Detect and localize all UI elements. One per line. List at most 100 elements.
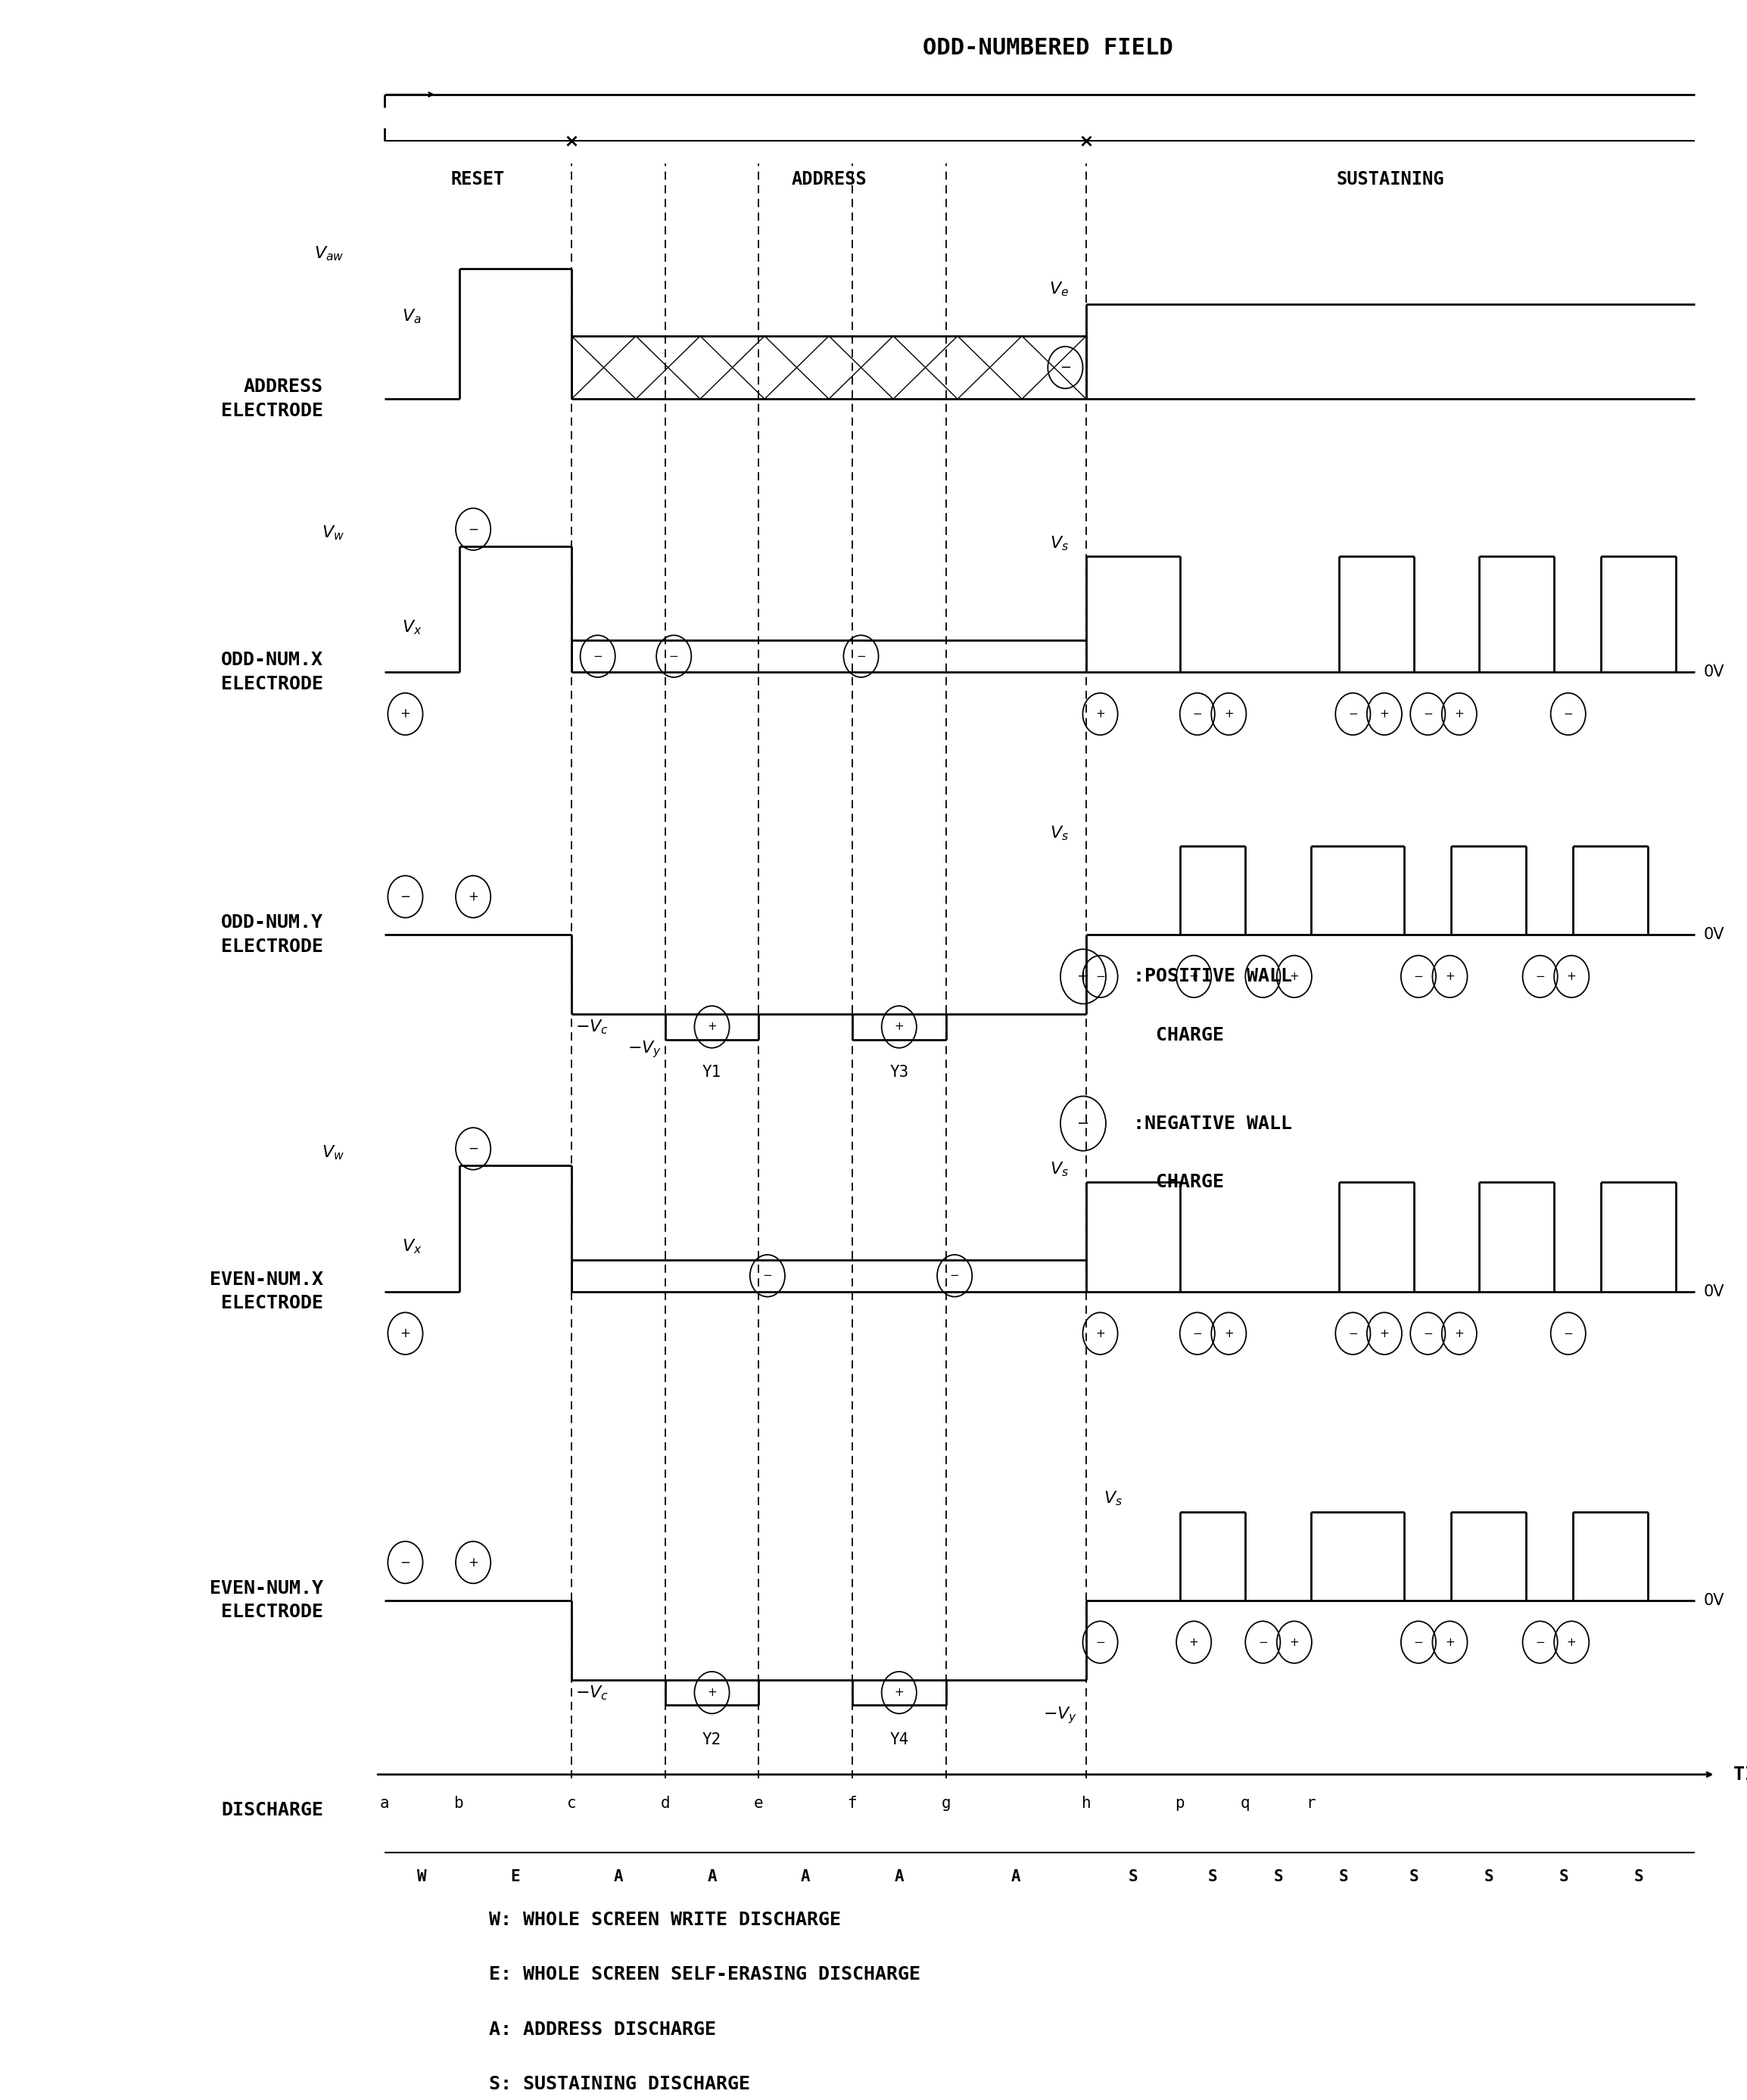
Text: −: − bbox=[1076, 1117, 1090, 1130]
Text: +: + bbox=[1567, 970, 1576, 983]
Text: $-V_c$: $-V_c$ bbox=[575, 1684, 608, 1703]
Text: −: − bbox=[1536, 1636, 1544, 1648]
Text: 0V: 0V bbox=[1703, 664, 1724, 680]
Text: −: − bbox=[1424, 708, 1433, 720]
Text: −: − bbox=[1349, 708, 1357, 720]
Text: A: A bbox=[708, 1869, 716, 1884]
Text: +: + bbox=[708, 1686, 716, 1699]
Text: E: WHOLE SCREEN SELF-ERASING DISCHARGE: E: WHOLE SCREEN SELF-ERASING DISCHARGE bbox=[489, 1966, 921, 1984]
Text: h: h bbox=[1081, 1796, 1092, 1810]
Text: DISCHARGE: DISCHARGE bbox=[222, 1802, 323, 1819]
Text: +: + bbox=[1095, 708, 1106, 720]
Text: +: + bbox=[708, 1021, 716, 1033]
Text: b: b bbox=[454, 1796, 465, 1810]
Text: −: − bbox=[1095, 970, 1106, 983]
Text: $-V_y$: $-V_y$ bbox=[1043, 1705, 1078, 1726]
Text: +: + bbox=[1190, 1636, 1198, 1648]
Text: A: A bbox=[613, 1869, 624, 1884]
Text: −: − bbox=[1413, 970, 1424, 983]
Text: Y4: Y4 bbox=[889, 1732, 908, 1747]
Text: +: + bbox=[1289, 1636, 1300, 1648]
Text: S: S bbox=[1338, 1869, 1349, 1884]
Text: :POSITIVE WALL: :POSITIVE WALL bbox=[1122, 968, 1291, 985]
Text: a: a bbox=[379, 1796, 390, 1810]
Text: −: − bbox=[1424, 1327, 1433, 1340]
Text: S: S bbox=[1633, 1869, 1644, 1884]
Text: $V_s$: $V_s$ bbox=[1050, 823, 1069, 842]
Text: $V_e$: $V_e$ bbox=[1048, 279, 1069, 298]
Text: SUSTAINING: SUSTAINING bbox=[1336, 170, 1445, 189]
Text: −: − bbox=[400, 890, 411, 903]
Text: $V_a$: $V_a$ bbox=[402, 307, 421, 326]
Text: ODD-NUM.Y
ELECTRODE: ODD-NUM.Y ELECTRODE bbox=[222, 914, 323, 956]
Text: −: − bbox=[1095, 1636, 1106, 1648]
Text: S: S bbox=[1207, 1869, 1218, 1884]
Text: −: − bbox=[1258, 1636, 1268, 1648]
Text: g: g bbox=[942, 1796, 950, 1810]
Text: −: − bbox=[1536, 970, 1544, 983]
Text: +: + bbox=[468, 1556, 479, 1569]
Text: +: + bbox=[1455, 708, 1464, 720]
Text: +: + bbox=[1225, 1327, 1233, 1340]
Text: −: − bbox=[856, 651, 867, 662]
Text: −: − bbox=[763, 1270, 772, 1281]
Text: $V_w$: $V_w$ bbox=[321, 523, 344, 542]
Text: c: c bbox=[566, 1796, 577, 1810]
Text: 0V: 0V bbox=[1703, 1592, 1724, 1609]
Text: +: + bbox=[1445, 1636, 1455, 1648]
Text: −: − bbox=[468, 1142, 479, 1155]
Text: +: + bbox=[1380, 1327, 1389, 1340]
Text: −: − bbox=[1258, 970, 1268, 983]
Text: TIME t: TIME t bbox=[1733, 1766, 1747, 1783]
Text: +: + bbox=[468, 890, 479, 903]
Text: $-V_c$: $-V_c$ bbox=[575, 1018, 608, 1037]
Text: ADDRESS: ADDRESS bbox=[791, 170, 867, 189]
Text: S: S bbox=[1558, 1869, 1569, 1884]
Text: −: − bbox=[1060, 361, 1071, 374]
Text: +: + bbox=[1076, 970, 1090, 983]
Text: Y1: Y1 bbox=[702, 1065, 722, 1079]
Text: $V_s$: $V_s$ bbox=[1050, 1159, 1069, 1178]
Text: −: − bbox=[950, 1270, 959, 1281]
Text: :NEGATIVE WALL: :NEGATIVE WALL bbox=[1122, 1115, 1291, 1132]
Text: $V_s$: $V_s$ bbox=[1050, 533, 1069, 552]
Text: e: e bbox=[755, 1796, 763, 1810]
Text: 0V: 0V bbox=[1703, 1283, 1724, 1300]
Text: S: S bbox=[1410, 1869, 1419, 1884]
Text: p: p bbox=[1176, 1796, 1184, 1810]
Text: −: − bbox=[1564, 708, 1572, 720]
Text: A: ADDRESS DISCHARGE: A: ADDRESS DISCHARGE bbox=[489, 2020, 716, 2039]
Text: ODD-NUMBERED FIELD: ODD-NUMBERED FIELD bbox=[922, 38, 1174, 59]
Text: −: − bbox=[468, 523, 479, 536]
Text: CHARGE: CHARGE bbox=[1122, 1027, 1223, 1044]
Text: +: + bbox=[1289, 970, 1300, 983]
Text: f: f bbox=[847, 1796, 858, 1810]
Text: +: + bbox=[1095, 1327, 1106, 1340]
Text: −: − bbox=[1193, 1327, 1202, 1340]
Text: A: A bbox=[894, 1869, 903, 1884]
Text: E: E bbox=[510, 1869, 521, 1884]
Text: S: S bbox=[1129, 1869, 1137, 1884]
Text: S: SUSTAINING DISCHARGE: S: SUSTAINING DISCHARGE bbox=[489, 2075, 749, 2094]
Text: −: − bbox=[669, 651, 678, 662]
Text: −: − bbox=[592, 651, 603, 662]
Text: +: + bbox=[1445, 970, 1455, 983]
Text: S: S bbox=[1274, 1869, 1282, 1884]
Text: A: A bbox=[800, 1869, 811, 1884]
Text: ODD-NUM.X
ELECTRODE: ODD-NUM.X ELECTRODE bbox=[222, 651, 323, 693]
Text: +: + bbox=[400, 708, 411, 720]
Text: W: WHOLE SCREEN WRITE DISCHARGE: W: WHOLE SCREEN WRITE DISCHARGE bbox=[489, 1911, 840, 1930]
Text: $V_x$: $V_x$ bbox=[402, 617, 421, 636]
Text: EVEN-NUM.Y
ELECTRODE: EVEN-NUM.Y ELECTRODE bbox=[210, 1579, 323, 1621]
Text: −: − bbox=[1349, 1327, 1357, 1340]
Text: +: + bbox=[1190, 970, 1198, 983]
Text: S: S bbox=[1483, 1869, 1494, 1884]
Text: −: − bbox=[1193, 708, 1202, 720]
Text: +: + bbox=[894, 1021, 903, 1033]
Text: r: r bbox=[1307, 1796, 1315, 1810]
Text: $V_{aw}$: $V_{aw}$ bbox=[314, 244, 344, 262]
Text: q: q bbox=[1240, 1796, 1251, 1810]
Text: Y2: Y2 bbox=[702, 1732, 722, 1747]
Text: ADDRESS
ELECTRODE: ADDRESS ELECTRODE bbox=[222, 378, 323, 420]
Text: +: + bbox=[1567, 1636, 1576, 1648]
